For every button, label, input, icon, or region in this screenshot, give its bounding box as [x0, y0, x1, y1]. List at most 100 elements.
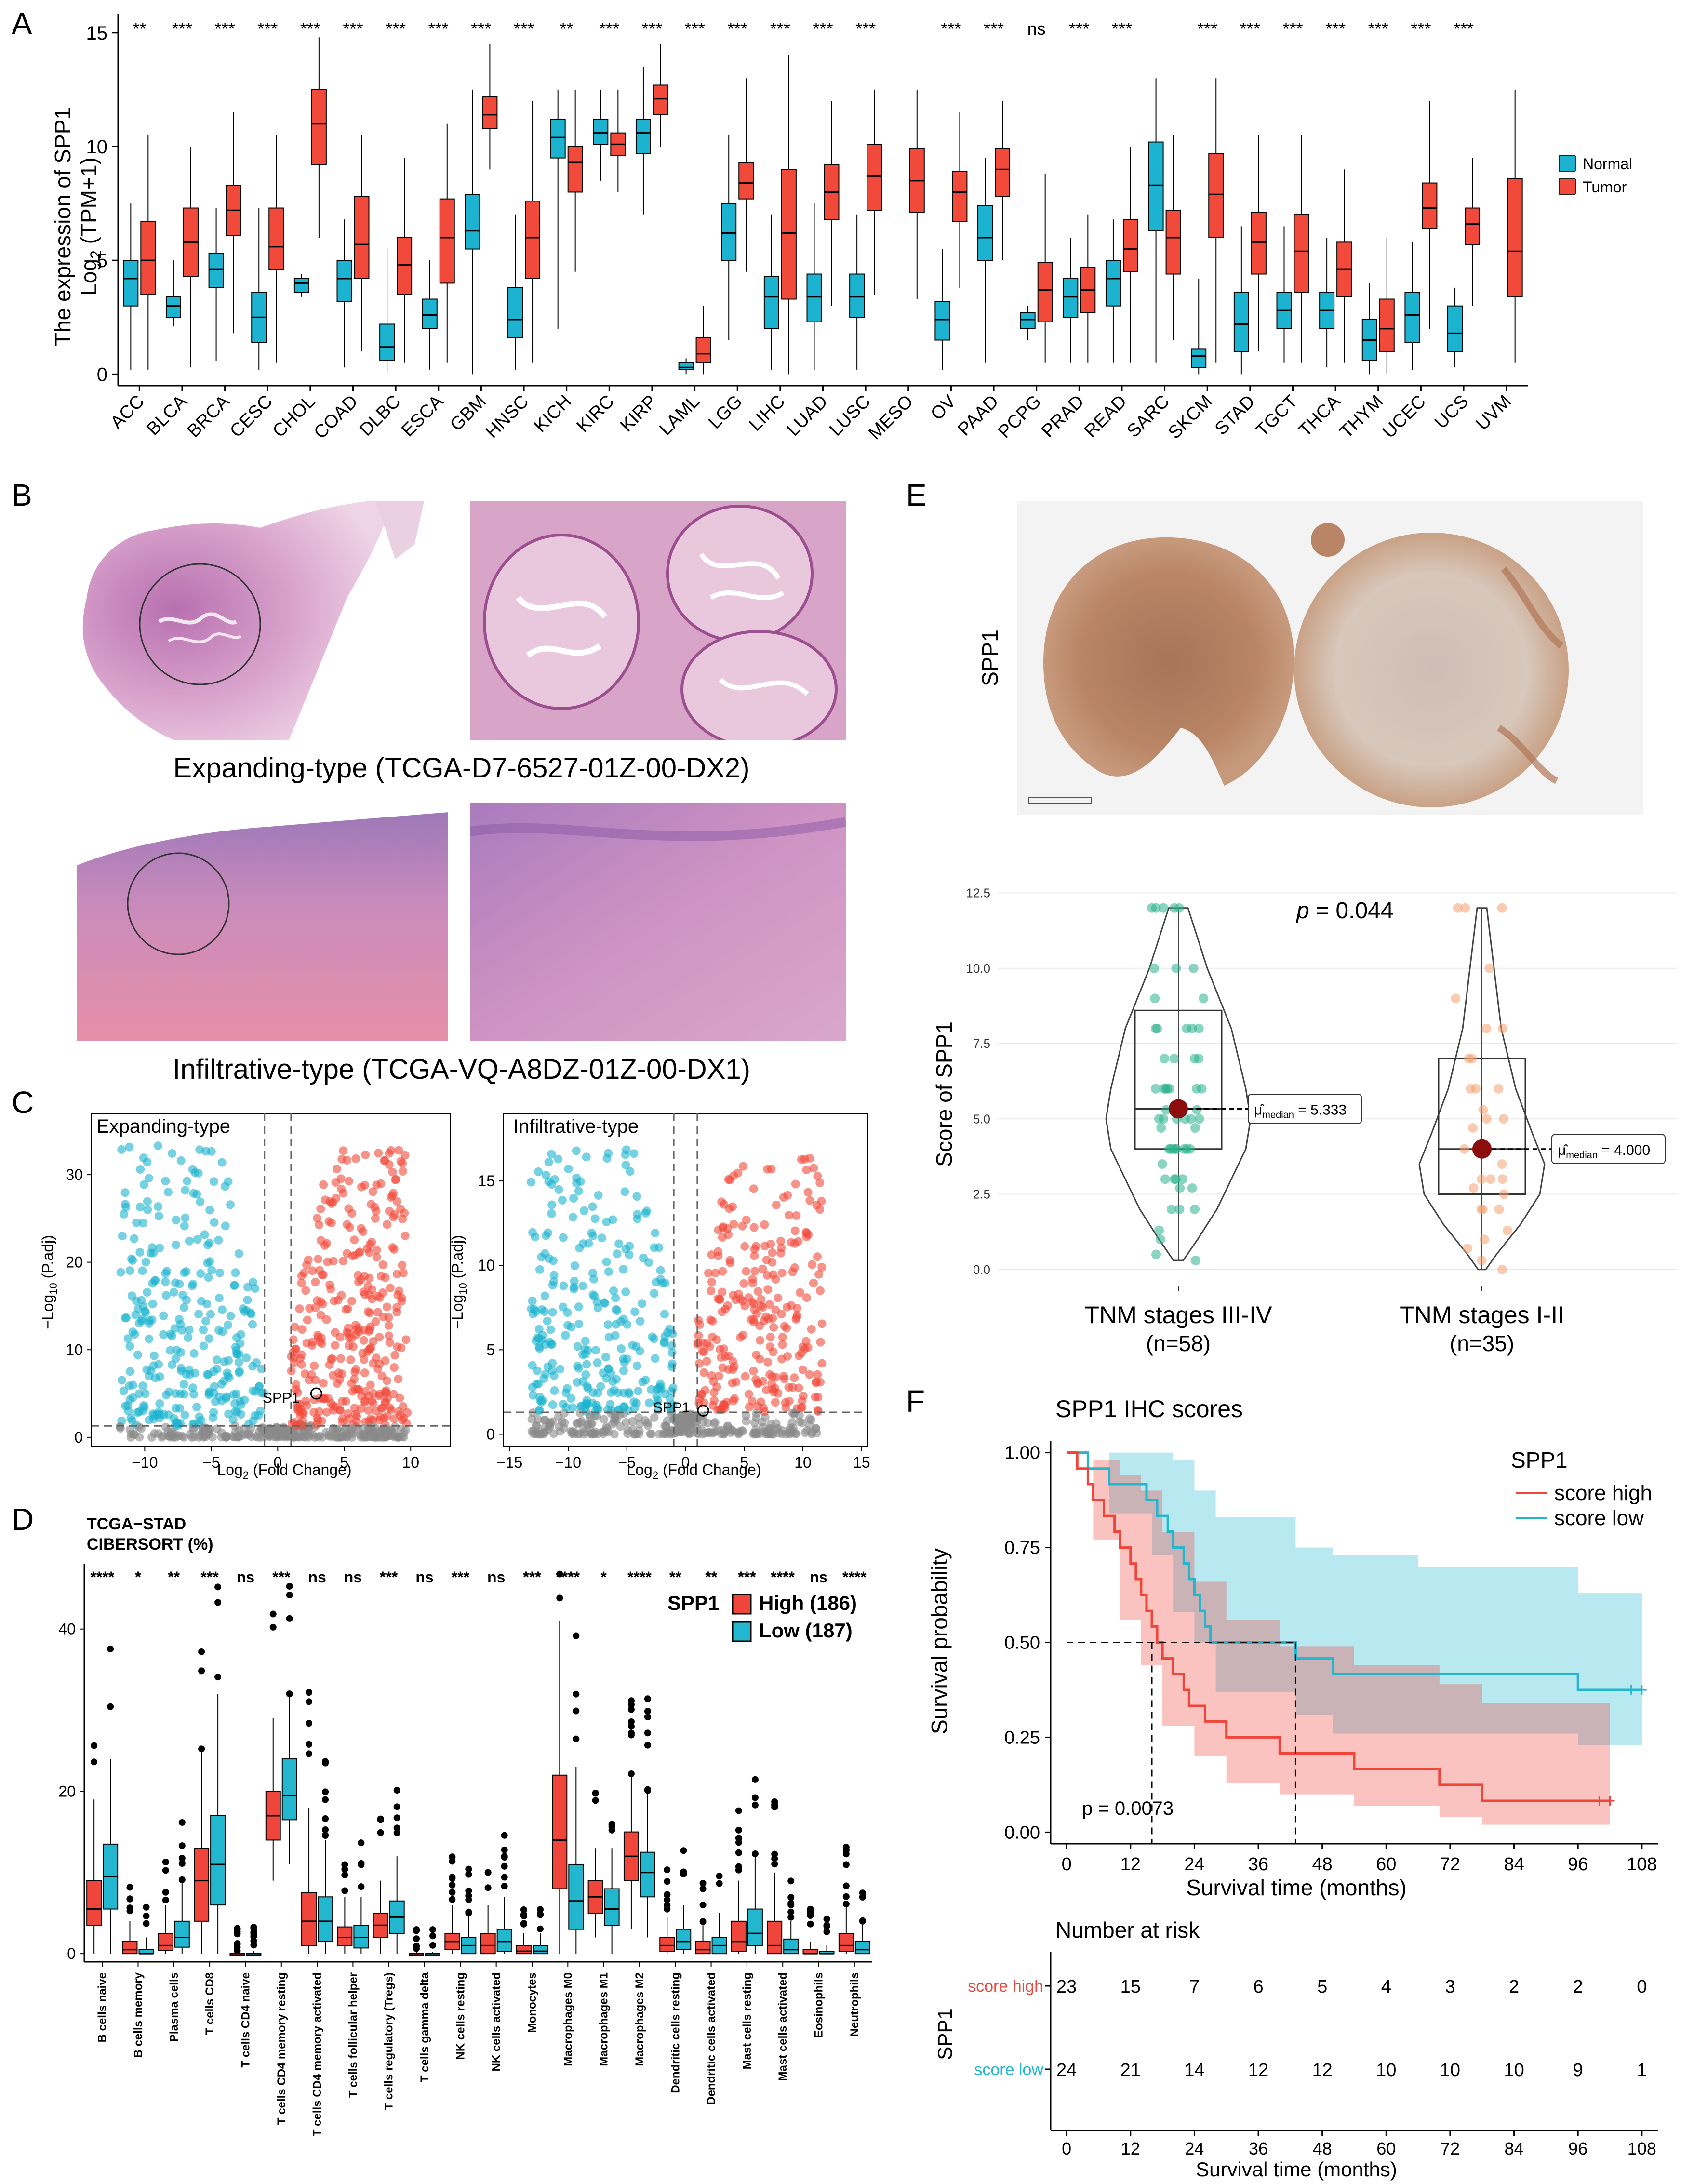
ihc-image [1017, 501, 1643, 815]
volcano-point [757, 1295, 766, 1304]
volcano-xtick-label: −15 [496, 1454, 522, 1471]
volcano-point [135, 1202, 145, 1211]
volcano-point [228, 1415, 238, 1424]
volcano-point [159, 1311, 168, 1320]
volcano-point [155, 1399, 164, 1408]
cibersort-high-macrophages-m0-outlier [556, 1570, 563, 1578]
cibersort-xtick-label: Dendritic cells resting [669, 1972, 682, 2093]
cibersort-low-nk-cells-activated-outlier [501, 1883, 508, 1890]
volcano-point [128, 1327, 137, 1337]
cibersort-low-plasma-cells-outlier [178, 1854, 186, 1862]
cibersort-low-t-cells-cd8-outlier [214, 1583, 222, 1591]
volcano-point [749, 1223, 759, 1232]
volcano-point [787, 1418, 797, 1427]
cibersort-high-neutrophils-outlier [842, 1847, 850, 1854]
volcano-point [600, 1426, 609, 1435]
cibersort-high-b-cells-naive-outlier [91, 1742, 98, 1749]
risk-high-count: 6 [1253, 1977, 1263, 1997]
panel-a-tumor-thym-box [1379, 298, 1395, 352]
violin-box-1 [1438, 1058, 1526, 1195]
volcano-point [771, 1398, 780, 1407]
volcano-point [726, 1258, 735, 1267]
violin-point-0 [1187, 1183, 1197, 1193]
volcano-point [295, 1304, 304, 1313]
volcano-point [588, 1231, 598, 1240]
volcano-point [601, 1353, 611, 1362]
km-legend: SPP1 score high score low [1511, 1447, 1652, 1530]
volcano-point [805, 1370, 814, 1379]
cibersort-high-dendritic-cells-activated-outlier [699, 1901, 707, 1908]
volcano-point [224, 1177, 233, 1186]
volcano-point [293, 1404, 302, 1413]
cibersort-high-macrophages-m0-box [552, 1774, 568, 1889]
cibersort-low-macrophages-m2-outlier [644, 1708, 651, 1715]
risk-xtick-label: 60 [1376, 2139, 1396, 2158]
volcano-point [400, 1151, 410, 1160]
cibersort-high-macrophages-m2-outlier [627, 1718, 635, 1726]
cibersort-high-plasma-cells-box [158, 1933, 173, 1951]
volcano-point [567, 1427, 576, 1436]
volcano-xtick-label: −5 [618, 1454, 635, 1471]
cibersort-low-t-cells-cd4-memory-resting-outlier [286, 1592, 293, 1599]
km-ytick-label: 0.75 [1004, 1538, 1040, 1558]
volcano-point [787, 1238, 796, 1247]
volcano-point [130, 1234, 139, 1243]
volcano-point [138, 1219, 147, 1228]
volcano-point [568, 1403, 577, 1412]
panel-a-significance: ** [560, 19, 574, 39]
cibersort-significance: ** [168, 1568, 180, 1586]
cibersort-low-macrophages-m2-box [640, 1851, 655, 1898]
volcano-point [223, 1368, 232, 1378]
violin-median-box-0 [1248, 1094, 1362, 1124]
volcano-point [316, 1297, 325, 1306]
volcano-point [641, 1208, 650, 1218]
cibersort-low-mast-cells-resting-outlier [751, 1776, 759, 1783]
volcano-point [630, 1430, 640, 1439]
violin-point-0 [1171, 1174, 1181, 1184]
volcano-point [385, 1149, 394, 1158]
violin-ytick-label: 0.0 [973, 1262, 990, 1277]
volcano-point [602, 1258, 611, 1267]
volcano-point [125, 1342, 134, 1351]
panel-a-significance: *** [1069, 19, 1089, 39]
violin-median-box-1 [1551, 1134, 1666, 1164]
panel-a-tumor-lusc-box [867, 144, 882, 211]
volcano-point [613, 1249, 622, 1259]
volcano-point [549, 1277, 559, 1286]
volcano-point [578, 1282, 587, 1291]
volcano-point [208, 1413, 217, 1422]
volcano-point [200, 1230, 209, 1239]
risk-low-count: 12 [1248, 2060, 1268, 2080]
volcano-point [800, 1428, 810, 1437]
volcano-point [315, 1407, 324, 1416]
cibersort-low-dendritic-cells-resting-box [676, 1929, 692, 1950]
volcano-point [243, 1295, 252, 1304]
volcano-point [372, 1253, 381, 1262]
volcano-point [600, 1299, 609, 1308]
cibersort-low-t-cells-cd4-memory-resting-outlier [286, 1615, 293, 1622]
violin-point-0 [1160, 1174, 1170, 1184]
volcano-point [400, 1231, 410, 1240]
volcano-point [556, 1365, 565, 1374]
km-xlabel: Survival time (months) [1186, 1875, 1407, 1900]
volcano-point [723, 1224, 732, 1233]
volcano-point [206, 1310, 215, 1319]
volcano-point [616, 1344, 626, 1353]
cibersort-low-nk-cells-activated-box [496, 1929, 512, 1952]
volcano-point [668, 1400, 678, 1409]
cibersort-low-mast-cells-activated-outlier [787, 1877, 795, 1885]
violin-point-0 [1157, 1159, 1167, 1169]
cibersort-legend-high: High (186) [759, 1592, 857, 1614]
cibersort-low-plasma-cells-box [174, 1920, 190, 1948]
volcano-point [322, 1315, 331, 1324]
violin-point-1 [1494, 1084, 1504, 1094]
cibersort-low-t-cells-cd4-memory-resting-outlier [286, 1690, 293, 1698]
km-ytick-label: 1.00 [1004, 1443, 1040, 1463]
risk-xtick-label: 12 [1121, 2139, 1140, 2158]
volcano-point [396, 1410, 405, 1420]
cibersort-high-t-cells-cd4-naive-outlier [234, 1925, 241, 1932]
volcano-point [748, 1274, 757, 1284]
panel-a-xtick-label: KICH [530, 391, 575, 437]
volcano-point [732, 1377, 741, 1386]
volcano-frame [91, 1113, 451, 1447]
